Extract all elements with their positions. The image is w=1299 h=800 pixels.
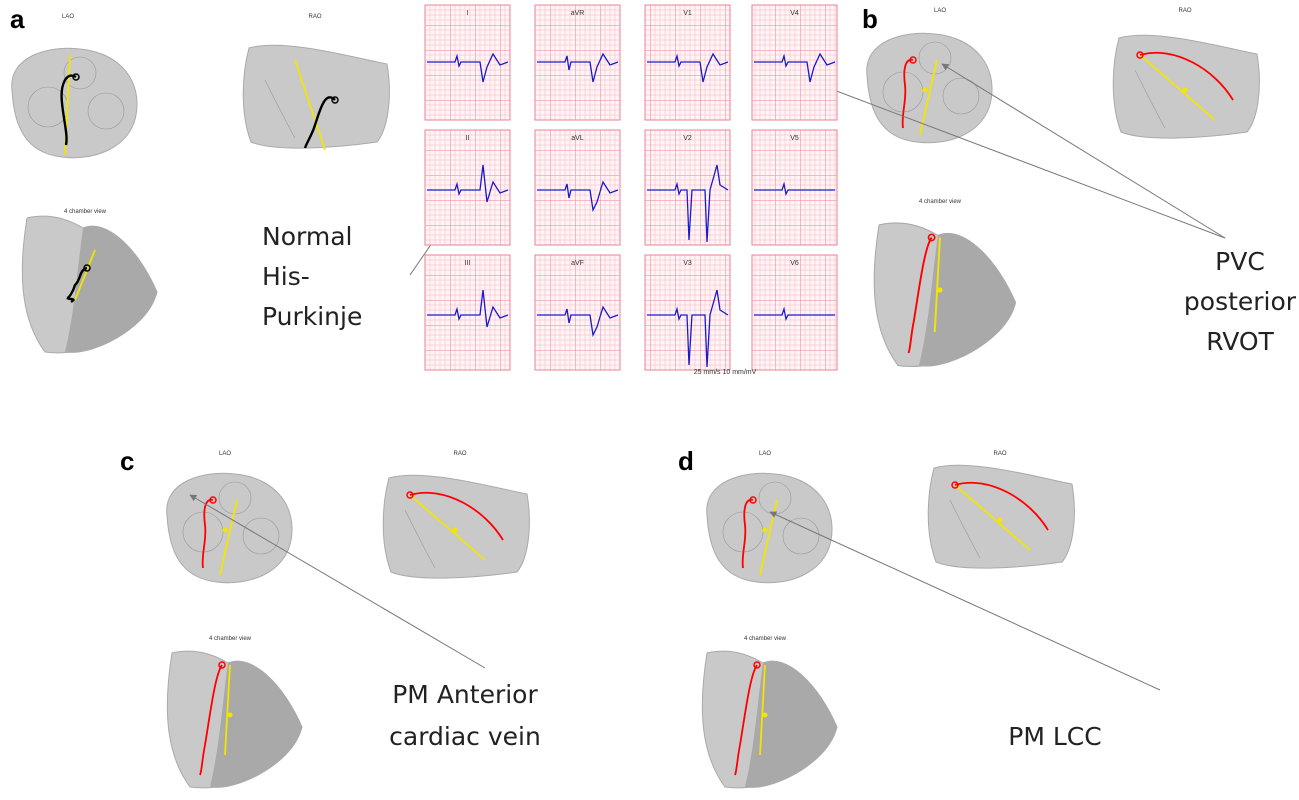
heart-shape [167,473,292,582]
annotation: His- [262,262,310,291]
heart-shape [928,465,1074,568]
heart-view [167,651,302,788]
view-label: RAO [308,14,321,20]
view-label: 4 chamber view [919,199,962,205]
annotation: PVC [1215,247,1265,276]
heart-view [12,48,137,157]
lead-label: V5 [790,135,799,142]
pacing-site [1183,88,1188,93]
ecg-panel [752,130,837,245]
lead-label: aVL [571,135,584,142]
pacing-site [937,287,942,292]
heart-view [928,465,1074,568]
view-label: LAO [759,451,771,457]
panel-letter: b [862,4,878,34]
annotation: cardiac vein [389,722,541,751]
annotation: PM LCC [1008,722,1101,751]
heart-view [383,475,529,578]
heart-shape [12,48,137,157]
lead-label: III [465,260,471,267]
view-label: LAO [219,451,231,457]
annotation: posterior [1184,287,1297,316]
annotation: RVOT [1206,327,1274,356]
figure: a LAO RAO 4 chamber view Normal His- Purkinje b… [0,0,1299,800]
view-label: RAO [453,451,466,457]
annotation: Normal [262,222,352,251]
lead-label: II [466,135,470,142]
pacing-site [453,528,458,533]
lead-label: V4 [790,10,799,17]
lead-label: V1 [683,10,692,17]
heart-view [874,223,1015,367]
ecg-calibration: 25 mm/s 10 mm/mV [694,369,757,376]
heart-view [702,651,837,788]
ecg-panel [752,255,837,370]
view-label: RAO [1178,8,1191,14]
annotation: Purkinje [262,302,362,331]
lead-label: V2 [683,135,692,142]
panel-letter: c [120,446,134,476]
heart-view [1113,35,1259,138]
ecg-panel [645,130,730,245]
view-label: 4 chamber view [64,209,107,215]
ecg-panel [645,255,730,370]
view-label: 4 chamber view [209,636,252,642]
annotation: PM Anterior [392,680,538,709]
heart-view [707,473,832,582]
view-label: RAO [993,451,1006,457]
heart-view [243,45,389,150]
pacing-site [223,528,228,533]
heart-shape [383,475,529,578]
pacing-site [763,528,768,533]
panel-letter: d [678,446,694,476]
heart-shape [243,45,389,148]
lead-label: aVF [571,260,584,267]
pacing-site [998,518,1003,523]
lead-label: I [467,10,469,17]
lead-label: V6 [790,260,799,267]
heart-shape [707,473,832,582]
lead-label: V3 [683,260,692,267]
heart-view [167,473,292,582]
view-label: LAO [934,8,946,14]
lead-label: aVR [571,10,585,17]
panel-letter: a [10,4,25,34]
heart-shape [1113,35,1259,138]
view-label: 4 chamber view [744,636,787,642]
heart-view [22,216,157,353]
pacing-site [763,713,768,718]
view-label: LAO [62,14,74,20]
pacing-site [923,88,928,93]
pacing-site [228,713,233,718]
